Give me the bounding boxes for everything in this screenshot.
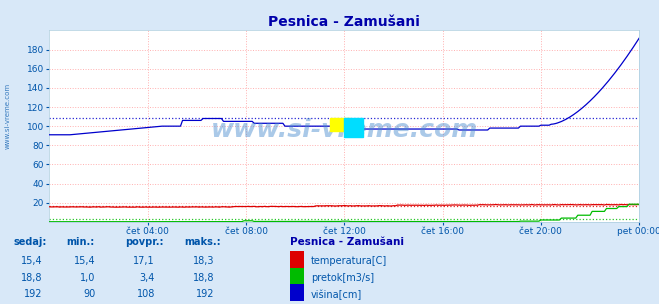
- Text: 1,0: 1,0: [80, 273, 96, 283]
- Text: 17,1: 17,1: [133, 256, 155, 266]
- Text: temperatura[C]: temperatura[C]: [311, 257, 387, 266]
- Text: 15,4: 15,4: [74, 256, 96, 266]
- Text: sedaj:: sedaj:: [13, 237, 47, 247]
- Text: 3,4: 3,4: [140, 273, 155, 283]
- Text: www.si-vreme.com: www.si-vreme.com: [211, 118, 478, 142]
- Text: www.si-vreme.com: www.si-vreme.com: [5, 82, 11, 149]
- Bar: [330, 118, 351, 131]
- Text: 192: 192: [24, 289, 43, 299]
- Title: Pesnica - Zamušani: Pesnica - Zamušani: [268, 15, 420, 29]
- Text: Pesnica - Zamušani: Pesnica - Zamušani: [290, 237, 404, 247]
- Text: 18,8: 18,8: [192, 273, 214, 283]
- Text: 192: 192: [196, 289, 214, 299]
- Text: 108: 108: [136, 289, 155, 299]
- Text: višina[cm]: višina[cm]: [311, 290, 362, 300]
- Text: povpr.:: povpr.:: [125, 237, 163, 247]
- Text: min.:: min.:: [66, 237, 94, 247]
- Text: 18,8: 18,8: [21, 273, 43, 283]
- Bar: [345, 118, 362, 137]
- Text: 18,3: 18,3: [192, 256, 214, 266]
- Text: maks.:: maks.:: [185, 237, 221, 247]
- Text: pretok[m3/s]: pretok[m3/s]: [311, 273, 374, 283]
- Text: 15,4: 15,4: [21, 256, 43, 266]
- Text: 90: 90: [83, 289, 96, 299]
